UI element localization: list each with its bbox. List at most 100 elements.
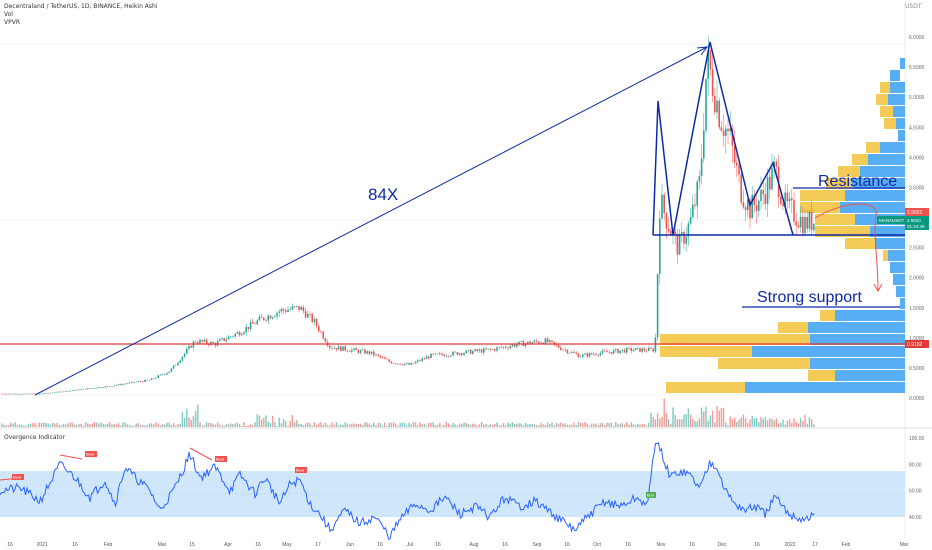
volume-bar — [51, 422, 54, 427]
volume-bars — [1, 398, 815, 427]
candle-body — [7, 393, 10, 395]
candle-body — [320, 331, 322, 332]
candle-body — [298, 305, 300, 310]
volume-bar — [258, 415, 261, 427]
time-tick-label: Dec — [718, 542, 727, 548]
candle-body — [456, 352, 459, 355]
volume-bar — [21, 424, 23, 427]
volume-bar — [729, 416, 731, 427]
volume-bar — [564, 423, 566, 427]
candle-body — [738, 165, 740, 175]
volume-bar — [362, 425, 364, 427]
volume-profile — [660, 58, 905, 393]
candle-body — [375, 354, 377, 356]
candle-body — [469, 349, 472, 354]
candle-body — [788, 198, 791, 202]
volume-bar — [124, 422, 126, 427]
volume-bar — [190, 419, 192, 427]
projection-arrow[interactable] — [814, 203, 879, 291]
candle-body — [430, 353, 432, 359]
volume-bar — [441, 425, 443, 427]
price-axis[interactable]: 6.00005.50005.00004.50004.00003.50003.00… — [909, 35, 925, 402]
volume-bar — [535, 425, 538, 427]
candle-body — [21, 393, 23, 395]
volume-profile-bar-shade — [896, 286, 905, 297]
candle-body — [122, 384, 124, 385]
volume-bar — [637, 423, 639, 427]
candle-body — [485, 348, 487, 350]
oscillator-axis[interactable]: 100.00 80.00 60.00 40.00 — [909, 436, 925, 521]
volume-bar — [58, 425, 60, 427]
candle-body — [619, 350, 621, 354]
volume-bar — [560, 422, 562, 427]
candle-body — [324, 338, 327, 342]
growth-arrow[interactable] — [34, 46, 709, 396]
candle-body — [505, 346, 507, 348]
volume-bar — [447, 423, 450, 427]
volume-bar — [45, 422, 47, 427]
volume-bar — [106, 423, 109, 427]
volume-bar — [813, 424, 815, 427]
candle-body — [637, 347, 639, 349]
volume-bar — [399, 422, 401, 427]
volume-bar — [153, 424, 155, 427]
volume-bar — [227, 424, 230, 427]
candle-body — [408, 363, 410, 365]
candle-body — [113, 385, 115, 387]
candle-body — [476, 349, 478, 352]
candle-body — [720, 127, 723, 131]
candle-body — [610, 352, 613, 354]
candle-body — [384, 357, 386, 359]
candle-body — [197, 342, 199, 344]
volume-bar — [300, 423, 302, 427]
volume-profile-bar-shade — [666, 382, 745, 393]
candle-body — [538, 341, 540, 344]
volume-bar — [76, 424, 78, 427]
volume-profile-bar — [752, 346, 905, 357]
volume-profile-bar-shade — [866, 142, 880, 153]
candle-body — [166, 372, 168, 375]
m-pattern-drawing[interactable] — [652, 41, 794, 236]
candle-body — [390, 361, 393, 364]
time-axis[interactable]: 16 2021 16 Feb Mar 15 Apr 16 May 17 Jun 16 Jul 16 Aug 1… — [7, 542, 908, 548]
volume-profile-bar — [852, 178, 905, 189]
volume-bar — [205, 422, 208, 427]
volume-bar — [720, 408, 723, 427]
volume-bar — [230, 423, 232, 427]
volume-bar — [406, 425, 408, 427]
volume-bar — [795, 421, 797, 427]
volume-bar — [773, 420, 775, 427]
volume-bar — [769, 418, 771, 427]
volume-profile-bar — [718, 358, 810, 369]
candle-body — [186, 348, 188, 354]
candle-body — [254, 323, 256, 325]
divergence-markers: Bear Bear Bear Bear Bull — [0, 447, 656, 498]
candle-body — [698, 176, 701, 182]
volume-bar — [747, 422, 749, 427]
time-tick-label: 16 — [255, 542, 261, 548]
candle-body — [802, 216, 804, 234]
candle-body — [461, 353, 463, 355]
volume-profile-bar-shade — [808, 322, 905, 333]
volume-profile-bar — [815, 214, 855, 225]
volume-bar — [694, 420, 696, 427]
volume-bar — [661, 416, 663, 427]
volume-bar — [98, 423, 100, 427]
volume-profile-bar — [896, 118, 905, 129]
volume-bar — [166, 422, 168, 427]
volume-bar — [522, 425, 525, 427]
candle-body — [199, 339, 201, 344]
volume-bar — [562, 423, 564, 427]
candle-body — [104, 386, 107, 388]
candle-body — [351, 349, 353, 352]
volume-bar — [373, 422, 375, 427]
volume-bar — [639, 424, 641, 427]
candle-body — [729, 128, 731, 132]
candle-body — [177, 362, 179, 365]
volume-profile-bar-shade — [810, 334, 905, 345]
candle-body — [161, 374, 164, 376]
candle-body — [95, 387, 98, 389]
candle-body — [692, 204, 694, 218]
candle-body — [725, 128, 727, 136]
